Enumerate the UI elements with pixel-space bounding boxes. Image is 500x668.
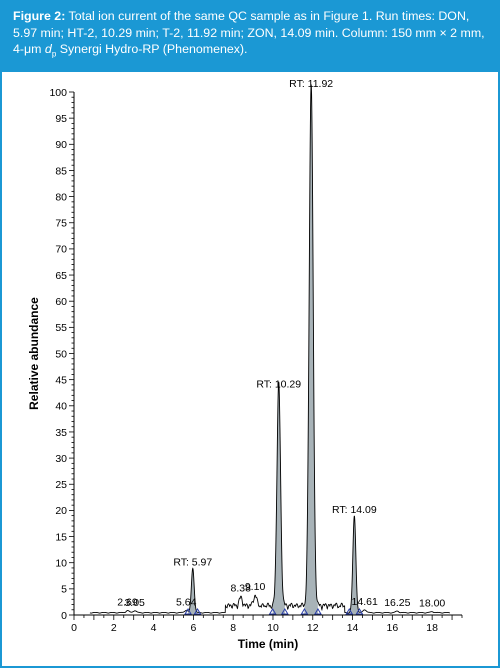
caption-line-1: Figure 2: Total ion current of the same … <box>13 8 488 25</box>
x-tick-label: 16 <box>387 622 399 634</box>
baseline-marker <box>345 608 354 615</box>
x-axis-label: Time (min) <box>238 637 298 651</box>
peak-label: RT: 5.97 <box>173 557 212 569</box>
caption-line-2: 5.97 min; HT-2, 10.29 min; T-2, 11.92 mi… <box>13 25 485 40</box>
y-tick-label: 60 <box>55 296 67 308</box>
y-tick-label: 10 <box>55 558 67 570</box>
y-tick-label: 90 <box>55 139 67 151</box>
y-tick-label: 55 <box>55 322 67 334</box>
baseline-marker <box>280 608 289 615</box>
baseline-markers <box>184 608 364 615</box>
y-tick-label: 45 <box>55 374 67 386</box>
figure-label: Figure 2: <box>13 9 66 23</box>
caption-text-1: Total ion current of the same QC sample … <box>65 9 470 23</box>
peak-fills <box>188 84 360 616</box>
y-tick-label: 40 <box>55 401 67 413</box>
minor-peak-label: 5.64 <box>176 596 197 608</box>
y-tick-label: 50 <box>55 348 67 360</box>
baseline-marker <box>300 608 309 615</box>
caption-text-3b: Synergi Hydro-RP (Phenomenex). <box>56 42 248 56</box>
y-tick-label: 0 <box>61 610 67 622</box>
x-tick-label: 8 <box>230 622 236 634</box>
baseline-marker <box>314 608 322 615</box>
minor-peak-label: 9.10 <box>245 581 266 593</box>
peak-label: RT: 11.92 <box>289 78 333 90</box>
peak-label: RT: 10.29 <box>256 379 301 391</box>
y-tick-label: 85 <box>55 165 67 177</box>
x-tick-label: 0 <box>71 622 77 634</box>
chromatogram-chart: 0510152025303540455055606570758085909510… <box>27 78 463 651</box>
minor-peak-label: 16.25 <box>384 597 410 609</box>
peak-area <box>272 381 285 615</box>
y-axis-label: Relative abundance <box>27 297 41 410</box>
y-tick-label: 65 <box>55 270 67 282</box>
x-tick-label: 10 <box>267 622 279 634</box>
minor-peak-label: 3.05 <box>124 597 145 609</box>
x-tick-label: 4 <box>151 622 157 634</box>
x-tick-label: 18 <box>426 622 438 634</box>
y-tick-label: 75 <box>55 218 67 230</box>
y-tick-label: 15 <box>55 531 67 543</box>
peak-area <box>304 84 318 616</box>
y-tick-label: 5 <box>61 584 67 596</box>
x-tick-label: 14 <box>347 622 359 634</box>
minor-peak-label: 8.38 <box>231 582 252 594</box>
caption-symbol-sub: p <box>51 49 57 59</box>
baseline-marker <box>193 608 202 615</box>
caption-symbol-d: d <box>44 42 52 56</box>
y-tick-label: 35 <box>55 427 67 439</box>
baseline-marker <box>268 608 277 615</box>
y-tick-label: 80 <box>55 191 67 203</box>
minor-peak-label: 18.00 <box>419 598 445 610</box>
chromatogram-trace <box>89 84 450 614</box>
peak-labels: RT: 5.97 RT: 10.29 RT: 11.92 RT: 14.09 2.693… <box>117 78 445 610</box>
chart-axes <box>73 92 462 616</box>
y-tick-label: 70 <box>55 244 67 256</box>
y-axis-ticks: 0 5 10 15 20 25 30 35 40 45 50 55 60 65 70 75 80 85 90 95 10… <box>49 87 74 622</box>
y-tick-label: 95 <box>55 113 67 125</box>
caption-line-3: 4-μm dp Synergi Hydro-RP (Phenomenex). <box>13 41 488 63</box>
baseline-marker <box>184 608 192 615</box>
y-tick-label: 25 <box>55 479 67 491</box>
minor-peak-label: 2.69 <box>117 597 138 609</box>
x-tick-label: 12 <box>307 622 319 634</box>
x-tick-label: 6 <box>190 622 196 634</box>
y-tick-label: 20 <box>55 505 67 517</box>
x-axis-ticks: 0 2 4 6 8 10 12 14 16 18 <box>71 615 463 634</box>
figure-caption: Figure 2: Total ion current of the same … <box>2 2 498 72</box>
caption-text-3a: 4-μm <box>13 42 45 56</box>
baseline-marker <box>355 608 364 615</box>
y-tick-label: 30 <box>55 453 67 465</box>
minor-peak-label: 14.61 <box>352 596 378 608</box>
peak-label: RT: 14.09 <box>332 504 377 516</box>
x-tick-label: 2 <box>111 622 117 634</box>
y-tick-label: 100 <box>49 87 67 99</box>
